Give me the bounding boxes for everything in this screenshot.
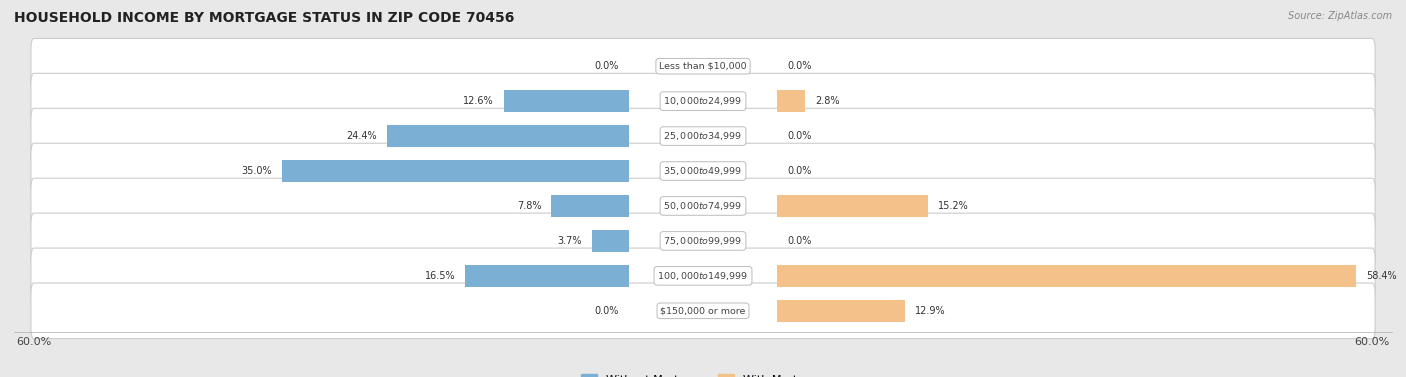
Bar bbox=[551, 195, 628, 217]
Text: HOUSEHOLD INCOME BY MORTGAGE STATUS IN ZIP CODE 70456: HOUSEHOLD INCOME BY MORTGAGE STATUS IN Z… bbox=[14, 11, 515, 25]
Bar bbox=[465, 265, 628, 287]
Text: $10,000 to $24,999: $10,000 to $24,999 bbox=[664, 95, 742, 107]
Legend: Without Mortgage, With Mortgage: Without Mortgage, With Mortgage bbox=[576, 370, 830, 377]
Text: 7.8%: 7.8% bbox=[517, 201, 541, 211]
FancyBboxPatch shape bbox=[31, 283, 1375, 339]
Text: 16.5%: 16.5% bbox=[425, 271, 456, 281]
Bar bbox=[778, 195, 928, 217]
Text: 58.4%: 58.4% bbox=[1367, 271, 1396, 281]
Text: 0.0%: 0.0% bbox=[787, 61, 811, 71]
Bar bbox=[503, 90, 628, 112]
Bar bbox=[778, 90, 806, 112]
FancyBboxPatch shape bbox=[31, 143, 1375, 199]
Text: 0.0%: 0.0% bbox=[787, 236, 811, 246]
Text: 0.0%: 0.0% bbox=[595, 306, 619, 316]
Bar bbox=[592, 230, 628, 252]
Text: 15.2%: 15.2% bbox=[938, 201, 969, 211]
FancyBboxPatch shape bbox=[31, 74, 1375, 129]
FancyBboxPatch shape bbox=[31, 108, 1375, 164]
FancyBboxPatch shape bbox=[31, 248, 1375, 303]
Bar bbox=[281, 160, 628, 182]
Text: 0.0%: 0.0% bbox=[595, 61, 619, 71]
Text: Less than $10,000: Less than $10,000 bbox=[659, 62, 747, 71]
Bar bbox=[387, 125, 628, 147]
FancyBboxPatch shape bbox=[31, 213, 1375, 269]
FancyBboxPatch shape bbox=[31, 38, 1375, 94]
Text: $75,000 to $99,999: $75,000 to $99,999 bbox=[664, 235, 742, 247]
Text: 0.0%: 0.0% bbox=[787, 131, 811, 141]
Bar bbox=[778, 300, 905, 322]
Text: $25,000 to $34,999: $25,000 to $34,999 bbox=[664, 130, 742, 142]
Text: 3.7%: 3.7% bbox=[558, 236, 582, 246]
Bar bbox=[778, 265, 1357, 287]
FancyBboxPatch shape bbox=[31, 178, 1375, 234]
Text: $100,000 to $149,999: $100,000 to $149,999 bbox=[658, 270, 748, 282]
Text: 0.0%: 0.0% bbox=[787, 166, 811, 176]
Text: 24.4%: 24.4% bbox=[346, 131, 377, 141]
Text: 2.8%: 2.8% bbox=[815, 96, 839, 106]
Text: 35.0%: 35.0% bbox=[242, 166, 271, 176]
Text: $35,000 to $49,999: $35,000 to $49,999 bbox=[664, 165, 742, 177]
Text: $150,000 or more: $150,000 or more bbox=[661, 306, 745, 315]
Text: 12.9%: 12.9% bbox=[915, 306, 946, 316]
Text: 12.6%: 12.6% bbox=[463, 96, 494, 106]
Text: $50,000 to $74,999: $50,000 to $74,999 bbox=[664, 200, 742, 212]
Text: Source: ZipAtlas.com: Source: ZipAtlas.com bbox=[1288, 11, 1392, 21]
